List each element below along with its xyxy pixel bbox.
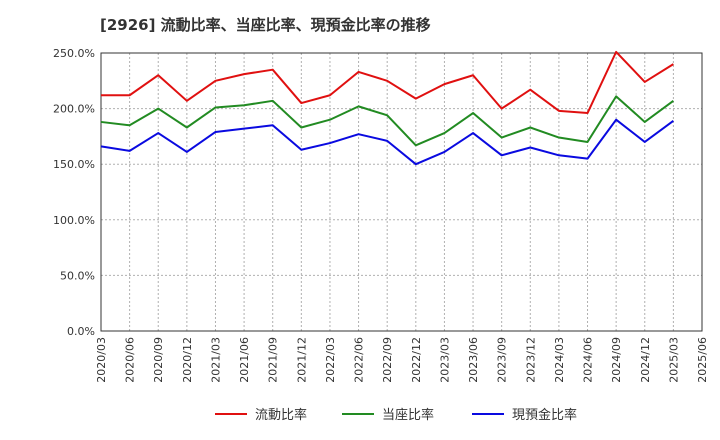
legend: 流動比率 当座比率 現預金比率 xyxy=(215,407,577,423)
x-tick-label: 2022/03 xyxy=(324,337,337,383)
x-tick-label: 2022/06 xyxy=(353,337,366,383)
x-tick-label: 2021/03 xyxy=(209,337,222,383)
x-tick-label: 2023/06 xyxy=(467,337,480,383)
x-tick-label: 2022/09 xyxy=(381,337,394,383)
x-tick-label: 2021/06 xyxy=(238,337,251,383)
x-tick-label: 2020/06 xyxy=(124,337,137,383)
y-tick-label: 50.0% xyxy=(60,269,95,282)
series-line xyxy=(101,50,674,115)
x-tick-label: 2023/03 xyxy=(438,337,451,383)
legend-label: 現預金比率 xyxy=(512,407,577,423)
legend-label: 当座比率 xyxy=(382,407,434,423)
x-axis: 2020/03 2020/06 2020/09 2020/12 2021/03 2021/… xyxy=(95,337,709,383)
y-tick-label: 100.0% xyxy=(53,214,95,227)
x-tick-label: 2024/12 xyxy=(639,337,652,383)
x-tick-label: 2020/12 xyxy=(181,337,194,383)
x-tick-label: 2020/03 xyxy=(95,337,108,383)
series-line xyxy=(100,118,674,166)
legend-label: 流動比率 xyxy=(255,407,307,423)
x-tick-label: 2024/03 xyxy=(553,337,566,383)
x-tick-label: 2025/03 xyxy=(667,337,680,383)
y-tick-label: 150.0% xyxy=(53,158,95,171)
series-lines xyxy=(100,50,674,166)
x-tick-label: 2025/06 xyxy=(696,337,709,383)
grid-lines xyxy=(100,52,703,332)
x-tick-label: 2020/09 xyxy=(152,337,165,383)
x-tick-label: 2024/09 xyxy=(610,337,623,383)
y-axis: 0.0% 50.0% 100.0% 150.0% 200.0% 250.0% xyxy=(53,47,95,338)
chart-title: [2926] 流動比率、当座比率、現預金比率の推移 xyxy=(100,16,431,34)
x-tick-label: 2022/12 xyxy=(410,337,423,383)
plot-frame xyxy=(100,52,703,332)
y-tick-label: 250.0% xyxy=(53,47,95,60)
x-tick-label: 2023/09 xyxy=(496,337,509,383)
x-tick-label: 2021/09 xyxy=(267,337,280,383)
series-line xyxy=(100,95,674,147)
x-tick-label: 2021/12 xyxy=(295,337,308,383)
x-tick-label: 2024/06 xyxy=(582,337,595,383)
x-tick-label: 2023/12 xyxy=(524,337,537,383)
y-tick-label: 0.0% xyxy=(67,325,95,338)
y-tick-label: 200.0% xyxy=(53,103,95,116)
